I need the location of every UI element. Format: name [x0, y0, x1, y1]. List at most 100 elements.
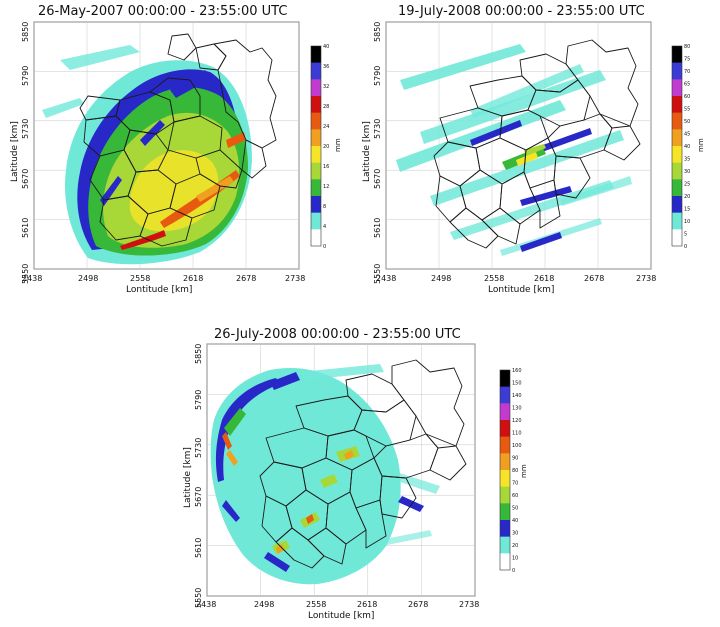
colorbar-tick-label: 40: [323, 44, 329, 50]
colorbar-segment: [311, 112, 321, 130]
precipitation-field: [42, 45, 252, 265]
moderate-rain-area: [77, 69, 236, 250]
svg-text:2678: 2678: [408, 600, 428, 609]
svg-text:2618: 2618: [183, 274, 203, 283]
district-borders: [79, 33, 277, 247]
colorbar-tick-label: 80: [512, 468, 518, 474]
colorbar-segment: [672, 196, 682, 213]
colorbar-segment: [311, 62, 321, 80]
panel-1: 26-May-2007 00:00:00 - 23:55:00 UTC: [10, 4, 342, 295]
x-axis-label: Lontitude [km]: [126, 285, 192, 295]
colorbar-segment: [311, 96, 321, 113]
colorbar-tick-label: 75: [684, 57, 690, 63]
colorbar-tick-label: 24: [323, 124, 329, 130]
colorbar-tick-label: 30: [684, 169, 690, 175]
colorbar-outline: [499, 369, 511, 571]
colorbar-segment: [311, 79, 321, 97]
colorbar-segment: [672, 62, 682, 80]
colorbar-segment: [500, 553, 510, 571]
colorbar-segment: [311, 46, 321, 63]
svg-text:2498: 2498: [78, 274, 98, 283]
colorbar-segment: [500, 386, 510, 404]
colorbar-tick-label: 150: [512, 381, 522, 387]
colorbar-tick-label: 30: [512, 531, 518, 537]
svg-text:5790: 5790: [21, 66, 30, 86]
colorbar-segment: [500, 403, 510, 421]
svg-text:5790: 5790: [194, 390, 203, 410]
colorbar-tick-label: 40: [684, 144, 690, 150]
colorbar-tick-label: 5: [684, 232, 687, 238]
colorbar-segment: [500, 486, 510, 504]
svg-text:2678: 2678: [584, 274, 604, 283]
x-axis-label: Lontitude [km]: [308, 611, 374, 621]
colorbar-tick-label: 20: [323, 144, 329, 150]
colorbar-tick-label: 90: [512, 456, 518, 462]
colorbar-tick-label: 70: [512, 481, 518, 487]
colorbar-tick-label: 0: [512, 568, 515, 574]
x-ticks: 2438 2498 2558 2618 2678 2738: [376, 274, 656, 283]
svg-text:2438: 2438: [376, 274, 396, 283]
colorbar-segment: [672, 96, 682, 113]
colorbar-tick-label: 50: [684, 119, 690, 125]
light-rain-area: [210, 368, 401, 585]
district-borders: [433, 39, 641, 249]
colorbar-tick-label: 28: [323, 104, 329, 110]
svg-text:2438: 2438: [196, 600, 216, 609]
district-borders: [259, 359, 467, 569]
colorbar-tick-label: 60: [512, 493, 518, 499]
svg-text:2498: 2498: [254, 600, 274, 609]
colorbar-tick-label: 20: [684, 194, 690, 200]
colorbar-tick-label: 36: [323, 64, 329, 70]
colorbar-label: mm: [697, 138, 705, 152]
colorbar-tick-label: 40: [512, 518, 518, 524]
colorbar-segment: [672, 112, 682, 130]
colorbar-tick-label: 0: [323, 244, 326, 250]
colorbar-segment: [672, 79, 682, 97]
x-ticks: 2438 2498 2558 2618 2678 2738: [22, 274, 305, 283]
svg-text:5550: 5550: [21, 264, 30, 284]
colorbar-tick-label: 16: [323, 164, 329, 170]
colorbar-segment: [311, 196, 321, 213]
colorbar-tick-label: 10: [684, 219, 690, 225]
colorbar-segment: [672, 229, 682, 247]
colorbar-segment: [672, 46, 682, 63]
colorbar-tick-label: 140: [512, 393, 522, 399]
colorbar-tick-label: 50: [512, 506, 518, 512]
colorbar-tick-label: 100: [512, 443, 522, 449]
svg-text:2738: 2738: [459, 600, 479, 609]
precipitation-field: [210, 364, 440, 585]
svg-text:5730: 5730: [21, 119, 30, 139]
colorbar-tick-label: 130: [512, 406, 522, 412]
colorbar-tick-label: 160: [512, 368, 522, 374]
y-ticks: 5850 5790 5730 5670 5610 5550: [194, 344, 203, 608]
colorbar-segment: [672, 146, 682, 163]
colorbar-label: mm: [334, 138, 342, 152]
svg-text:2738: 2738: [285, 274, 305, 283]
svg-text:2618: 2618: [357, 600, 377, 609]
colorbar-segment: [311, 162, 321, 180]
svg-text:5550: 5550: [373, 264, 382, 284]
colorbar-tick-label: 0: [684, 244, 687, 250]
colorbar-outline: [671, 45, 683, 247]
y-axis-label: Latitude [km]: [183, 447, 193, 508]
svg-text:2678: 2678: [236, 274, 256, 283]
colorbar-segment: [500, 503, 510, 521]
colorbar-label: mm: [520, 464, 528, 478]
colorbar-segment: [672, 162, 682, 180]
svg-text:2558: 2558: [306, 600, 326, 609]
colorbar-segment: [311, 129, 321, 147]
svg-text:5610: 5610: [373, 218, 382, 238]
x-ticks: 2438 2498 2558 2618 2678 2738: [196, 600, 479, 609]
svg-text:2558: 2558: [130, 274, 150, 283]
colorbar-tick-label: 65: [684, 82, 690, 88]
colorbar-tick-label: 110: [512, 431, 522, 437]
colorbar-segment: [311, 212, 321, 230]
colorbar-tick-label: 32: [323, 84, 329, 90]
colorbar-segment: [500, 420, 510, 437]
colorbar-segment: [500, 520, 510, 537]
colorbar-tick-label: 55: [684, 107, 690, 113]
colorbar-segment: [311, 179, 321, 197]
